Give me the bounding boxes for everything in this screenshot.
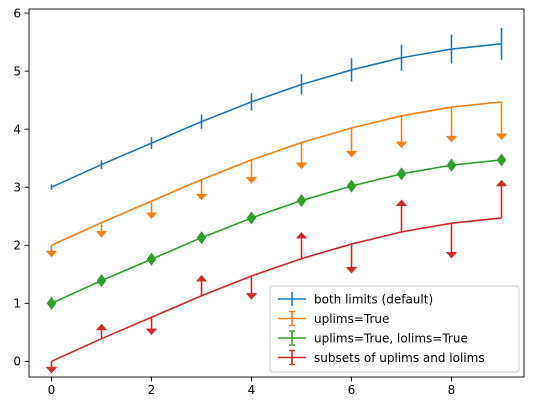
limit-caret <box>445 135 458 143</box>
y-tick-label: 1 <box>13 297 21 311</box>
limit-diamond <box>396 167 407 181</box>
legend-label: uplims=True <box>314 312 389 326</box>
limit-caret <box>95 231 108 238</box>
limit-caret <box>195 193 208 201</box>
limit-diamond <box>446 158 457 172</box>
limit-caret <box>45 366 58 374</box>
plot-marks <box>45 27 508 374</box>
legend-label: subsets of uplims and lolims <box>314 351 485 365</box>
x-tick-label: 6 <box>348 383 356 397</box>
limit-caret <box>295 231 308 239</box>
limit-caret <box>245 293 258 300</box>
x-tick-label: 4 <box>248 383 256 397</box>
limit-caret <box>295 162 308 170</box>
limit-caret <box>245 177 258 184</box>
legend-box <box>269 285 520 373</box>
limit-caret <box>445 251 458 259</box>
series-line <box>51 159 502 305</box>
axes-frame <box>28 8 525 378</box>
axes: 0 2 4 6 8 0 1 2 3 4 5 6 <box>13 6 525 397</box>
limit-caret <box>45 250 58 258</box>
series-group <box>45 179 508 374</box>
limit-diamond <box>296 193 307 208</box>
limit-caret <box>345 150 358 158</box>
series-line <box>51 43 502 188</box>
limit-diamond <box>96 274 107 288</box>
limit-diamond <box>46 296 57 310</box>
x-tick-label: 2 <box>148 383 156 397</box>
limit-caret <box>145 328 158 336</box>
series-group <box>45 101 508 258</box>
limit-caret <box>395 141 408 149</box>
y-tick-label: 4 <box>13 122 21 136</box>
series-line <box>51 101 502 246</box>
x-tick-label: 8 <box>448 383 456 397</box>
limit-diamond <box>146 252 157 266</box>
limit-diamond <box>346 179 357 193</box>
limit-diamond <box>496 153 507 167</box>
series-group <box>46 153 507 310</box>
y-tick-label: 0 <box>13 355 21 369</box>
y-tick-label: 5 <box>13 64 21 78</box>
legend-label: both limits (default) <box>314 292 433 306</box>
legend: both limits (default) uplims=True uplims=T… <box>269 285 520 373</box>
limit-caret <box>495 179 508 187</box>
limit-caret <box>95 323 108 331</box>
y-tick-label: 6 <box>13 6 21 20</box>
y-tick-label: 2 <box>13 239 21 253</box>
series-group <box>50 27 503 191</box>
limit-caret <box>145 212 158 220</box>
y-tick-label: 3 <box>13 180 21 194</box>
limit-caret <box>495 133 508 141</box>
legend-label: uplims=True, lolims=True <box>314 331 468 345</box>
series-line <box>51 217 502 363</box>
limit-caret <box>395 199 408 207</box>
x-tick-label: 0 <box>48 383 56 397</box>
limit-diamond <box>246 211 257 225</box>
limit-diamond <box>196 231 207 245</box>
limit-caret <box>195 274 208 282</box>
limit-caret <box>345 267 358 274</box>
